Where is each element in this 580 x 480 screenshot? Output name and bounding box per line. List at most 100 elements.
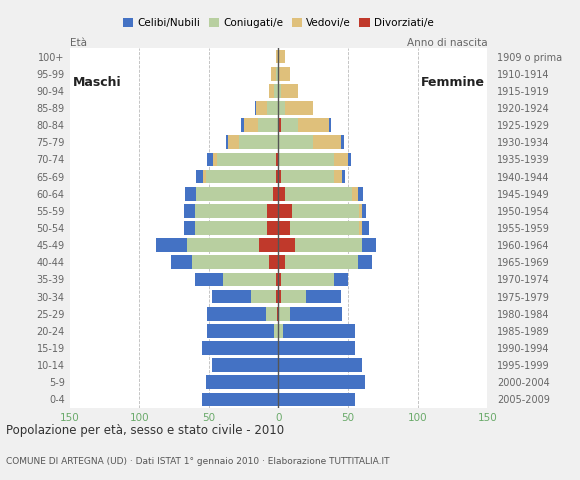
Bar (258, 118, 278, 132)
Bar (208, 307, 266, 321)
Bar (278, 238, 295, 252)
Bar (256, 101, 267, 115)
Bar (195, 221, 267, 235)
Bar (271, 67, 275, 81)
Text: Anno di nascita: Anno di nascita (407, 38, 487, 48)
Bar (362, 238, 376, 252)
Bar (334, 170, 342, 183)
Bar (196, 187, 273, 201)
Bar (306, 290, 341, 303)
Bar (226, 135, 229, 149)
Bar (298, 118, 328, 132)
Bar (192, 255, 269, 269)
Bar (267, 221, 278, 235)
Bar (276, 290, 278, 303)
Bar (212, 358, 278, 372)
Bar (278, 324, 282, 338)
Bar (203, 170, 206, 183)
Text: COMUNE DI ARTEGNA (UD) · Dati ISTAT 1° gennaio 2010 · Elaborazione TUTTITALIA.IT: COMUNE DI ARTEGNA (UD) · Dati ISTAT 1° g… (6, 456, 389, 466)
Bar (281, 170, 334, 183)
Bar (213, 153, 217, 166)
Bar (259, 238, 278, 252)
Bar (212, 290, 251, 303)
Bar (278, 393, 355, 406)
Bar (195, 273, 223, 286)
Bar (358, 255, 372, 269)
Bar (277, 307, 278, 321)
Bar (278, 50, 285, 63)
Bar (278, 135, 313, 149)
Bar (187, 238, 259, 252)
Bar (276, 50, 278, 63)
Bar (255, 101, 256, 115)
Bar (278, 307, 289, 321)
Bar (359, 221, 362, 235)
Bar (267, 101, 278, 115)
Bar (206, 375, 278, 389)
Legend: Celibi/Nubili, Coniugati/e, Vedovi/e, Divorziati/e: Celibi/Nubili, Coniugati/e, Vedovi/e, Di… (119, 13, 438, 32)
Bar (273, 187, 278, 201)
Bar (358, 187, 363, 201)
Bar (359, 204, 362, 218)
Bar (285, 255, 358, 269)
Bar (267, 204, 278, 218)
Bar (289, 221, 359, 235)
Text: Maschi: Maschi (72, 76, 121, 89)
Bar (278, 67, 289, 81)
Bar (348, 153, 351, 166)
Bar (281, 290, 306, 303)
Bar (282, 324, 355, 338)
Bar (285, 101, 313, 115)
Bar (202, 341, 278, 355)
Bar (341, 135, 344, 149)
Bar (208, 324, 274, 338)
Bar (362, 221, 369, 235)
Bar (278, 187, 285, 201)
Bar (171, 255, 192, 269)
Bar (274, 84, 278, 98)
Bar (278, 290, 281, 303)
Bar (278, 118, 281, 132)
Bar (185, 187, 196, 201)
Bar (278, 273, 281, 286)
Bar (244, 118, 258, 132)
Bar (156, 238, 187, 252)
Bar (195, 204, 267, 218)
Bar (217, 153, 276, 166)
Text: Età: Età (70, 38, 86, 48)
Bar (276, 273, 278, 286)
Bar (184, 221, 195, 235)
Bar (278, 221, 289, 235)
Bar (266, 307, 277, 321)
Bar (281, 84, 298, 98)
Bar (269, 255, 278, 269)
Bar (229, 135, 240, 149)
Text: Popolazione per età, sesso e stato civile - 2010: Popolazione per età, sesso e stato civil… (6, 424, 284, 437)
Bar (281, 273, 334, 286)
Bar (202, 393, 278, 406)
Bar (352, 187, 358, 201)
Bar (276, 153, 278, 166)
Bar (285, 187, 352, 201)
Bar (313, 135, 341, 149)
Bar (334, 153, 348, 166)
Bar (241, 118, 244, 132)
Bar (276, 67, 278, 81)
Bar (278, 170, 281, 183)
Bar (278, 255, 285, 269)
Bar (328, 118, 331, 132)
Bar (292, 204, 359, 218)
Bar (240, 135, 278, 149)
Text: Femmine: Femmine (420, 76, 484, 89)
Bar (295, 238, 362, 252)
Bar (289, 307, 342, 321)
Bar (362, 204, 366, 218)
Bar (208, 153, 213, 166)
Bar (278, 204, 292, 218)
Bar (269, 84, 274, 98)
Bar (184, 204, 195, 218)
Bar (278, 341, 355, 355)
Bar (276, 170, 278, 183)
Bar (196, 170, 203, 183)
Bar (278, 101, 285, 115)
